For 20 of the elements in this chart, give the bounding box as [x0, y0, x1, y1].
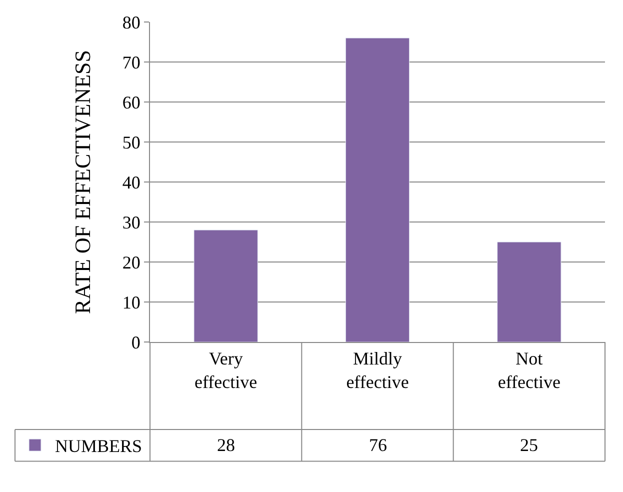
- y-tick-label: 30: [122, 212, 140, 232]
- data-label: 76: [369, 435, 387, 455]
- legend-label: NUMBERS: [55, 436, 142, 456]
- y-tick-label: 70: [122, 52, 140, 72]
- y-tick-label: 20: [122, 252, 140, 272]
- x-tick-label: Mildly effective: [346, 348, 409, 392]
- data-label: 25: [520, 435, 538, 455]
- x-tick-label: Not effective: [498, 348, 560, 392]
- bar: [345, 38, 410, 342]
- bar: [194, 230, 258, 342]
- bar: [497, 242, 562, 342]
- data-label: 28: [217, 435, 235, 455]
- y-axis-title: RATE OF EFFECTIVENESS: [70, 50, 96, 314]
- y-tick-label: 50: [122, 132, 140, 152]
- y-tick-label: 60: [122, 92, 140, 112]
- y-tick-label: 40: [122, 172, 140, 192]
- y-tick-label: 0: [131, 332, 140, 352]
- y-tick-label: 10: [122, 292, 140, 312]
- x-tick-label: Very effective: [194, 348, 258, 392]
- y-tick-label: 80: [122, 12, 140, 32]
